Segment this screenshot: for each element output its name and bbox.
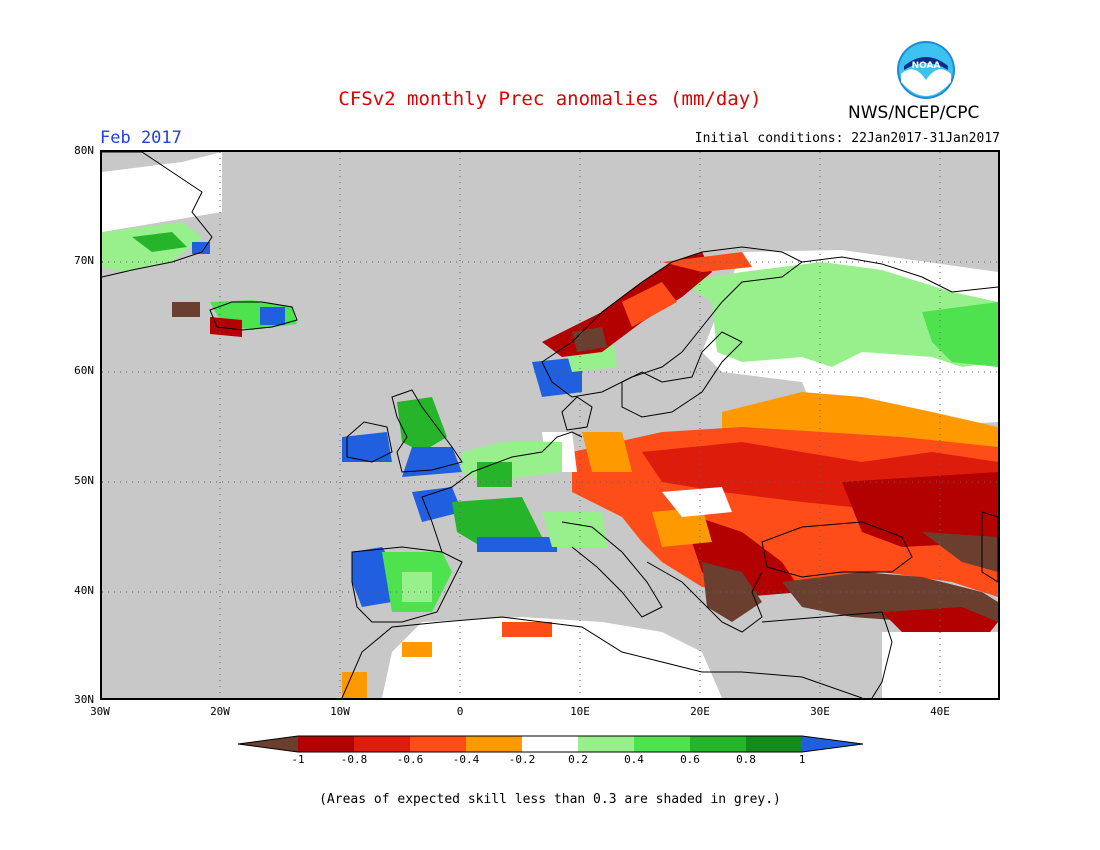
colorbar-swatch-4: [466, 736, 522, 752]
colorbar-swatch-8: [690, 736, 746, 752]
colorbar-swatch-1: [298, 736, 354, 752]
colorbar-swatch-gt-1: [802, 736, 863, 752]
lon-label-10e: 10E: [570, 705, 590, 718]
colorbar-tick: 0.4: [624, 753, 644, 766]
lon-label-10w: 10W: [330, 705, 350, 718]
map-title: CFSv2 monthly Prec anomalies (mm/day): [338, 88, 762, 110]
colorbar-tick: 0.6: [680, 753, 700, 766]
colorbar-tick: -0.6: [396, 753, 424, 766]
coastlines: [102, 152, 998, 698]
colorbar-tick: 1: [798, 753, 806, 766]
colorbar: [238, 735, 863, 753]
noaa-logo: NOAA: [897, 41, 955, 99]
lon-label-30e: 30E: [810, 705, 830, 718]
lon-label-0: 0: [456, 705, 464, 718]
colorbar-swatch-5: [522, 736, 578, 752]
colorbar-tick: 0.2: [568, 753, 588, 766]
colorbar-tick: -0.8: [340, 753, 368, 766]
forecast-month: Feb 2017: [100, 128, 182, 148]
anomaly-field: [102, 152, 998, 698]
colorbar-swatch-3: [410, 736, 466, 752]
lat-label-70n: 70N: [74, 254, 94, 267]
agency-label: NWS/NCEP/CPC: [848, 103, 980, 123]
gridlines: [102, 152, 998, 698]
colorbar-tick: -0.4: [452, 753, 480, 766]
anomaly-map: [100, 150, 1000, 700]
skill-footnote: (Areas of expected skill less than 0.3 a…: [319, 792, 781, 807]
initial-conditions: Initial conditions: 22Jan2017-31Jan2017: [694, 131, 1000, 146]
colorbar-tick: -0.2: [508, 753, 536, 766]
colorbar-swatch-6: [578, 736, 634, 752]
lat-label-40n: 40N: [74, 584, 94, 597]
colorbar-swatch-7: [634, 736, 690, 752]
lon-label-30w: 30W: [90, 705, 110, 718]
colorbar-swatch-2: [354, 736, 410, 752]
lon-label-20e: 20E: [690, 705, 710, 718]
lat-label-30n: 30N: [74, 693, 94, 706]
lat-label-50n: 50N: [74, 474, 94, 487]
lat-label-60n: 60N: [74, 364, 94, 377]
colorbar-tick: 0.8: [736, 753, 756, 766]
colorbar-tick: -1: [291, 753, 305, 766]
colorbar-swatch-9: [746, 736, 802, 752]
colorbar-swatch-lt-neg1: [238, 736, 298, 752]
logo-text: NOAA: [912, 61, 941, 71]
lon-label-20w: 20W: [210, 705, 230, 718]
lat-label-80n: 80N: [74, 144, 94, 157]
lon-label-40e: 40E: [930, 705, 950, 718]
